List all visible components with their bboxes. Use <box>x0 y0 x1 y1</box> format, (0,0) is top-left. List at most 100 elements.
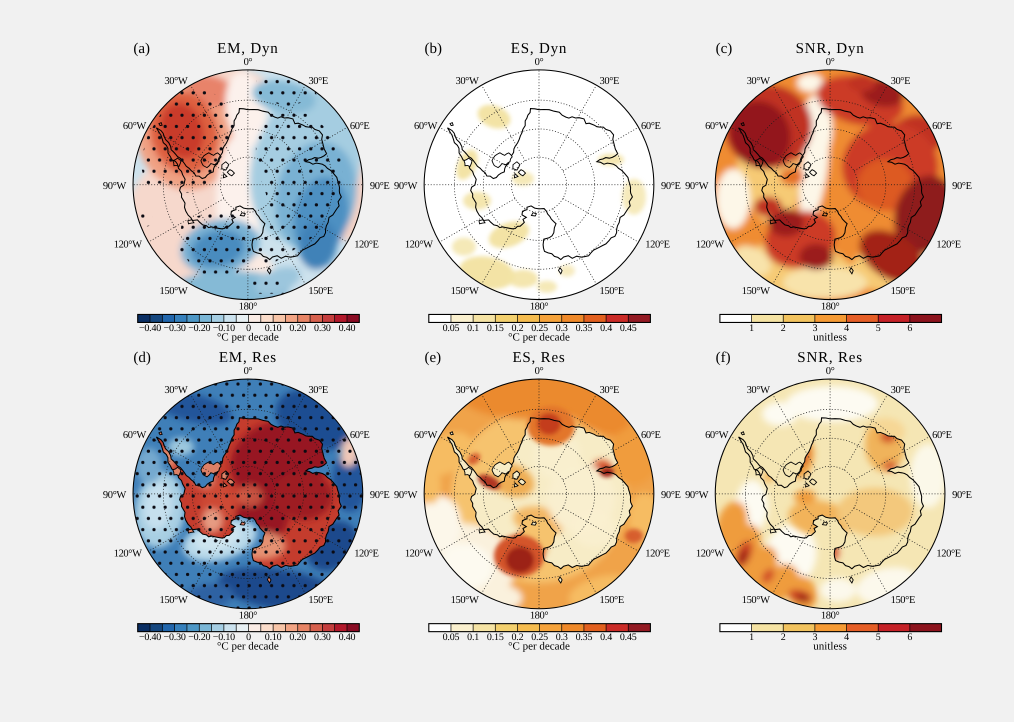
svg-text:0: 0 <box>246 323 251 334</box>
svg-text:90°W: 90°W <box>685 181 708 192</box>
svg-text:150°W: 150°W <box>451 595 479 606</box>
svg-text:0.45: 0.45 <box>620 323 637 334</box>
svg-text:150°W: 150°W <box>451 286 479 297</box>
svg-text:60°W: 60°W <box>705 430 728 441</box>
svg-text:0°: 0° <box>244 366 253 377</box>
svg-text:°C per decade: °C per decade <box>508 640 570 652</box>
svg-text:0°: 0° <box>244 57 253 68</box>
svg-text:(a): (a) <box>133 41 150 57</box>
svg-text:0: 0 <box>246 632 251 643</box>
svg-text:120°W: 120°W <box>405 549 433 560</box>
svg-text:120°W: 120°W <box>696 549 724 560</box>
svg-text:°C per decade: °C per decade <box>508 331 570 343</box>
svg-text:90°E: 90°E <box>952 490 972 501</box>
svg-text:180°: 180° <box>821 302 840 313</box>
svg-text:0°: 0° <box>826 57 835 68</box>
svg-text:60°W: 60°W <box>414 430 437 441</box>
svg-text:unitless: unitless <box>813 640 847 652</box>
svg-text:(b): (b) <box>425 41 443 57</box>
svg-text:0.25: 0.25 <box>531 323 548 334</box>
svg-text:90°W: 90°W <box>685 490 708 501</box>
svg-text:60°W: 60°W <box>123 430 146 441</box>
svg-text:30°W: 30°W <box>164 385 187 396</box>
svg-text:0.45: 0.45 <box>620 632 637 643</box>
svg-text:30°W: 30°W <box>747 76 770 87</box>
svg-text:0.15: 0.15 <box>487 632 504 643</box>
svg-text:−0.20: −0.20 <box>188 323 210 334</box>
svg-text:0.4: 0.4 <box>600 632 612 643</box>
svg-text:EM, Res: EM, Res <box>219 350 277 366</box>
svg-text:120°W: 120°W <box>114 549 142 560</box>
svg-text:150°E: 150°E <box>891 595 915 606</box>
svg-text:30°W: 30°W <box>747 385 770 396</box>
svg-text:0.4: 0.4 <box>600 323 612 334</box>
svg-text:2: 2 <box>781 323 786 334</box>
svg-text:180°: 180° <box>239 611 258 622</box>
svg-text:6: 6 <box>907 323 912 334</box>
svg-text:0.35: 0.35 <box>576 632 593 643</box>
svg-text:0.3: 0.3 <box>556 632 568 643</box>
svg-text:0.20: 0.20 <box>289 323 306 334</box>
svg-text:0.20: 0.20 <box>289 632 306 643</box>
svg-text:1: 1 <box>749 632 754 643</box>
svg-text:90°W: 90°W <box>103 181 126 192</box>
svg-text:3: 3 <box>812 323 817 334</box>
svg-text:60°E: 60°E <box>641 430 661 441</box>
svg-text:180°: 180° <box>239 302 258 313</box>
svg-text:120°W: 120°W <box>405 239 433 250</box>
svg-text:60°E: 60°E <box>932 121 952 132</box>
svg-text:0.40: 0.40 <box>339 632 356 643</box>
svg-text:120°E: 120°E <box>645 549 669 560</box>
svg-text:−0.40: −0.40 <box>139 323 161 334</box>
svg-text:5: 5 <box>876 323 881 334</box>
svg-text:0.05: 0.05 <box>443 632 460 643</box>
svg-text:(e): (e) <box>425 350 442 366</box>
svg-text:90°E: 90°E <box>370 490 390 501</box>
svg-text:0.1: 0.1 <box>467 323 479 334</box>
svg-text:0.30: 0.30 <box>314 323 331 334</box>
svg-text:60°E: 60°E <box>350 121 370 132</box>
svg-text:150°E: 150°E <box>600 286 624 297</box>
svg-text:30°E: 30°E <box>308 385 328 396</box>
svg-text:120°E: 120°E <box>354 239 378 250</box>
svg-text:0.15: 0.15 <box>487 323 504 334</box>
svg-text:−0.10: −0.10 <box>213 323 235 334</box>
svg-text:180°: 180° <box>530 611 549 622</box>
svg-text:4: 4 <box>844 632 849 643</box>
svg-text:4: 4 <box>844 323 849 334</box>
svg-text:0.2: 0.2 <box>511 632 523 643</box>
svg-text:SNR, Res: SNR, Res <box>797 350 863 366</box>
svg-text:90°W: 90°W <box>394 181 417 192</box>
svg-text:90°W: 90°W <box>394 490 417 501</box>
svg-text:0°: 0° <box>826 366 835 377</box>
svg-text:ES, Dyn: ES, Dyn <box>511 41 567 57</box>
svg-text:(c): (c) <box>716 41 733 57</box>
svg-text:0°: 0° <box>535 57 544 68</box>
svg-text:ES, Res: ES, Res <box>512 350 565 366</box>
svg-text:0°: 0° <box>535 366 544 377</box>
svg-text:60°E: 60°E <box>641 121 661 132</box>
svg-text:150°W: 150°W <box>742 595 770 606</box>
svg-text:150°E: 150°E <box>308 595 332 606</box>
svg-text:−0.30: −0.30 <box>164 632 186 643</box>
svg-text:180°: 180° <box>821 611 840 622</box>
svg-text:0.2: 0.2 <box>511 323 523 334</box>
svg-text:60°E: 60°E <box>932 430 952 441</box>
svg-text:120°W: 120°W <box>696 239 724 250</box>
svg-text:120°W: 120°W <box>114 239 142 250</box>
svg-text:150°W: 150°W <box>742 286 770 297</box>
svg-text:180°: 180° <box>530 302 549 313</box>
svg-text:2: 2 <box>781 632 786 643</box>
svg-text:(f): (f) <box>716 350 731 366</box>
svg-text:120°E: 120°E <box>936 239 960 250</box>
svg-text:−0.40: −0.40 <box>139 632 161 643</box>
svg-text:(d): (d) <box>133 350 151 366</box>
svg-text:30°W: 30°W <box>455 76 478 87</box>
svg-text:60°W: 60°W <box>705 121 728 132</box>
svg-text:90°E: 90°E <box>370 181 390 192</box>
svg-text:150°E: 150°E <box>308 286 332 297</box>
svg-text:0.25: 0.25 <box>531 632 548 643</box>
svg-text:0.10: 0.10 <box>265 632 282 643</box>
svg-text:°C per decade: °C per decade <box>217 640 279 652</box>
svg-text:0.3: 0.3 <box>556 323 568 334</box>
